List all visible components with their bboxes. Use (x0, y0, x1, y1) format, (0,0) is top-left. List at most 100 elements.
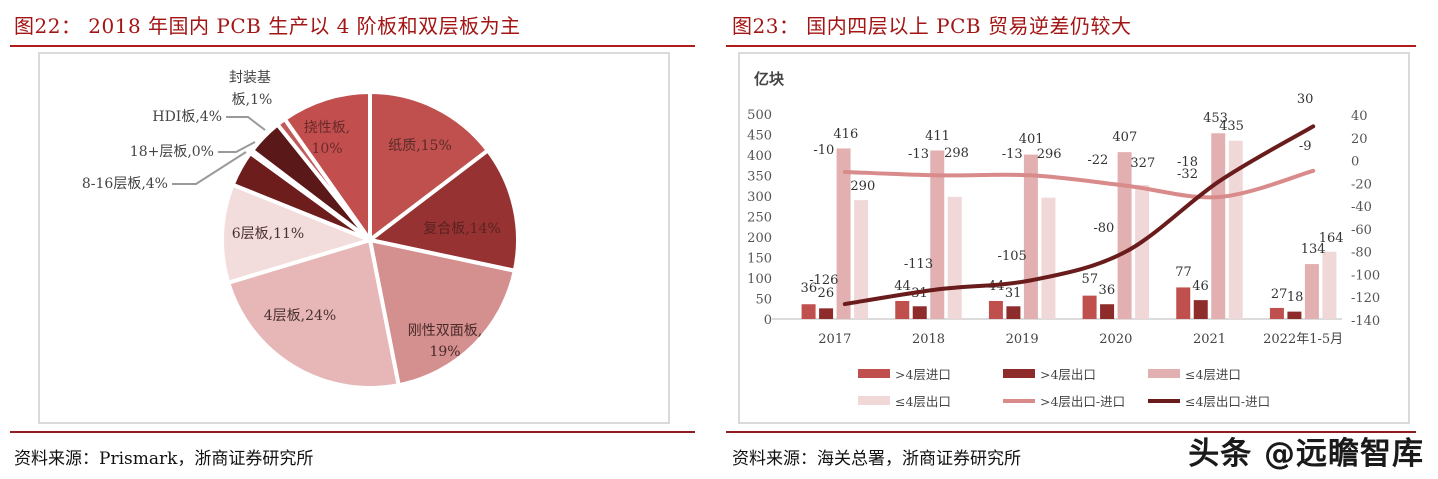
line-value-label: -32 (1177, 167, 1198, 182)
bar-value-label: 27 (1271, 287, 1288, 302)
y-tick: 450 (747, 129, 772, 144)
figure-22-title-rule (10, 45, 695, 47)
pie-label: 刚性双面板, (408, 323, 482, 339)
bar (947, 196, 962, 319)
pie-slice-0 (368, 89, 491, 245)
legend-label: ≤4层出口-进口 (1185, 394, 1270, 409)
figure-22-source: 资料来源：Prismark，浙商证券研究所 (14, 449, 314, 469)
legend-label: >4层进口 (895, 367, 951, 382)
bar-value-label: 327 (1130, 156, 1155, 171)
legend-item-3: ≤4层出口 (858, 394, 951, 409)
legend-swatch (858, 369, 890, 378)
line-value-label: -13 (1002, 147, 1023, 162)
pie-label: 挠性板, (304, 120, 350, 136)
bar (1117, 152, 1132, 319)
pie-chart: 纸质,15% 复合板,14% 刚性双面板, 19% 4层板,24% 6层板,11% 挠性板,… (82, 69, 520, 390)
bar (1304, 264, 1319, 319)
legend-item-0: >4层进口 (858, 367, 951, 382)
line-value-label: -10 (813, 143, 834, 158)
y-tick: 300 (747, 190, 772, 205)
bar (895, 300, 910, 319)
legend-swatch (1148, 369, 1180, 378)
pie-label: 封装基 (229, 69, 271, 86)
bar-value-label: 46 (1192, 279, 1209, 294)
bar (1023, 154, 1038, 319)
pie-label: 板,1% (232, 92, 273, 108)
bar-value-label: 298 (944, 146, 969, 161)
figure-22-bottom-rule (10, 431, 695, 433)
bar (819, 308, 834, 319)
bar (1287, 311, 1302, 319)
line-gt4-net (842, 168, 1316, 200)
bar-value-label: 435 (1219, 119, 1244, 134)
x-tick: 2018 (912, 332, 945, 347)
line-value-label: -105 (998, 249, 1027, 264)
pie-label: 18+层板,0% (130, 144, 214, 160)
y-tick: 150 (747, 252, 772, 267)
line-value-label: -126 (809, 273, 838, 288)
pie-slice-2 (367, 237, 518, 388)
leader-line (218, 141, 256, 153)
bar (1269, 307, 1284, 319)
bar-value-label: 290 (850, 179, 875, 194)
y2-tick: 20 (1351, 132, 1368, 147)
legend-label: ≤4层进口 (1185, 367, 1241, 382)
bar-value-label: 296 (1037, 147, 1062, 162)
y2-tick: -40 (1351, 200, 1372, 215)
bar (912, 306, 927, 319)
y2-tick: -60 (1351, 223, 1372, 238)
x-tick: 2021 (1193, 332, 1226, 347)
legend-item-4: >4层出口-进口 (1003, 394, 1125, 409)
y2-tick: 40 (1351, 109, 1368, 124)
figure-23-bottom-rule (726, 431, 1416, 433)
line-value-label: -9 (1299, 139, 1312, 154)
y2-tick: -20 (1351, 177, 1372, 192)
bar (1322, 251, 1337, 319)
line-value-label: -13 (908, 147, 929, 162)
bar-value-label: 36 (1099, 283, 1116, 298)
legend-label: >4层出口-进口 (1040, 394, 1125, 409)
pie-slice-9 (281, 89, 372, 247)
bar-value-label: 411 (925, 129, 950, 144)
figure-23-panel: 图23： 国内四层以上 PCB 贸易逆差仍较大 亿块 0 50 100 150 200 25… (720, 0, 1438, 479)
pie-label: 8-16层板,4% (82, 176, 168, 192)
pie-slice-4 (220, 182, 377, 286)
bar (1041, 197, 1056, 319)
line-value-label: -22 (1087, 153, 1108, 168)
bar (854, 200, 869, 319)
y-tick: 200 (747, 231, 772, 246)
bar-value-label: 77 (1175, 265, 1192, 280)
figure-22-panel: 图22： 2018 年国内 PCB 生产以 4 阶板和双层板为主 纸质,15% 复… (10, 14, 695, 469)
bar (801, 304, 816, 319)
bar-value-label: 416 (833, 127, 858, 142)
y-tick: 350 (747, 170, 772, 185)
bar-value-label: 31 (1005, 286, 1022, 301)
x-tick: 2022年1-5月 (1263, 332, 1343, 347)
leader-line (226, 116, 266, 131)
line-le4-net (842, 124, 1316, 307)
bar (1100, 304, 1115, 319)
y-tick: 400 (747, 149, 772, 164)
bar-value-label: 134 (1301, 242, 1326, 257)
bar-value-label: 407 (1112, 130, 1137, 145)
bar-value-label: 26 (818, 286, 835, 301)
pie-label: 纸质,15% (388, 138, 452, 154)
y2-tick: -80 (1351, 246, 1372, 261)
y-tick: 50 (755, 293, 772, 308)
y-tick: 250 (747, 211, 772, 226)
line-value-label: -80 (1093, 221, 1114, 236)
bar (1082, 295, 1097, 319)
bar-value-label: 453 (1203, 111, 1228, 126)
leader-line (172, 151, 247, 185)
bar (1193, 300, 1208, 319)
legend-swatch (1003, 369, 1035, 378)
bar (1228, 140, 1243, 319)
pie-label: 4层板,24% (264, 308, 336, 324)
figure-23-source: 资料来源：海关总署，浙商证券研究所 (732, 449, 1021, 469)
x-tick: 2019 (1006, 332, 1039, 347)
y2-tick: -120 (1351, 291, 1380, 306)
bar-value-label: 401 (1019, 132, 1044, 147)
legend-swatch (858, 396, 890, 405)
line-value-label: -18 (1177, 155, 1198, 170)
